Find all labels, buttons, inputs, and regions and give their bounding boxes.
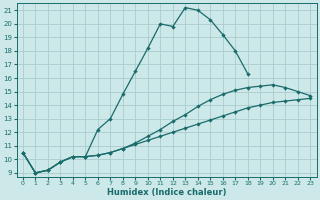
X-axis label: Humidex (Indice chaleur): Humidex (Indice chaleur) [107,188,226,197]
